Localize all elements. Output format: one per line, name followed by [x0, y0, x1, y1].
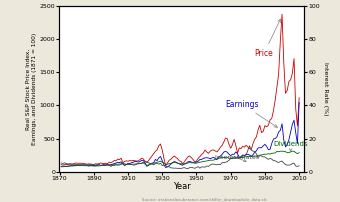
- Text: Interest Rates: Interest Rates: [215, 156, 259, 162]
- Y-axis label: Real S&P Stock Price Index,
Earnings, and Dividends (1871 = 100): Real S&P Stock Price Index, Earnings, an…: [26, 33, 37, 145]
- X-axis label: Year: Year: [173, 182, 191, 191]
- Text: Dividends: Dividends: [273, 141, 308, 151]
- Text: Source: irrationalexuberance.com/shiller_downloads/ie_data.xls: Source: irrationalexuberance.com/shiller…: [142, 197, 266, 201]
- Text: Earnings: Earnings: [225, 100, 277, 127]
- Text: Price: Price: [255, 19, 280, 58]
- Y-axis label: Interest Rate (%): Interest Rate (%): [323, 62, 328, 116]
